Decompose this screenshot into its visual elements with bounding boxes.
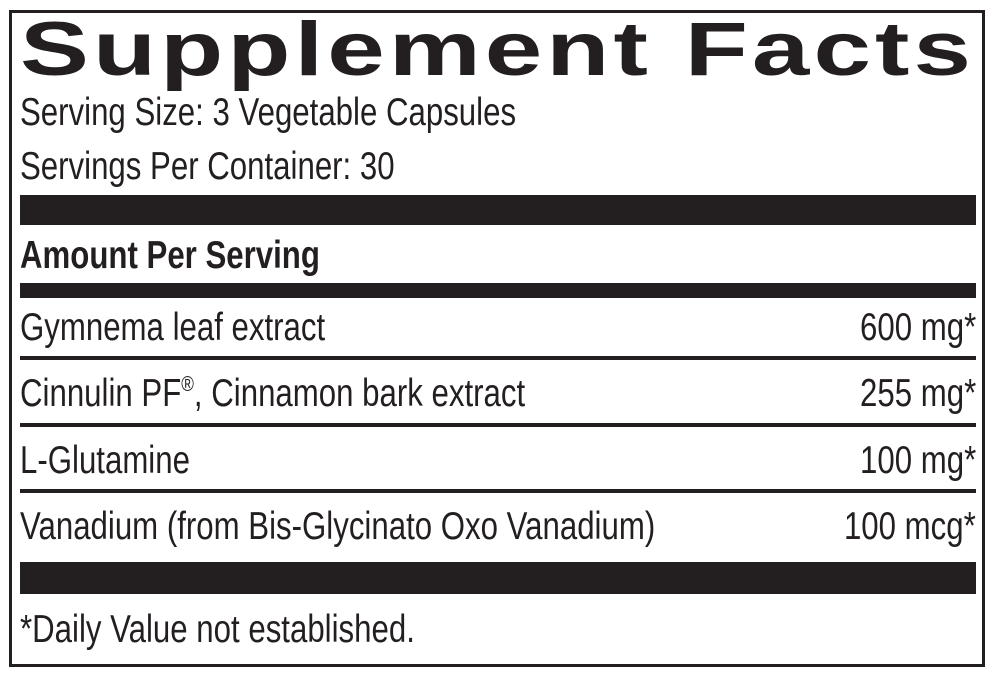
ingredient-name-part: , Cinnamon bark extract — [193, 372, 526, 415]
ingredient-amount: 100 mcg* — [844, 505, 976, 548]
ingredient-name: L-Glutamine — [20, 439, 190, 482]
ingredient-amount: 255 mg* — [859, 372, 976, 415]
thick-divider — [20, 562, 976, 594]
row-divider — [20, 423, 976, 427]
ingredient-name: Cinnulin PF®, Cinnamon bark extract — [20, 372, 526, 415]
ingredient-amount: 100 mg* — [859, 439, 976, 482]
servings-per-container: Servings Per Container: 30 — [20, 145, 395, 188]
ingredient-amount: 600 mg* — [859, 306, 976, 349]
serving-size: Serving Size: 3 Vegetable Capsules — [20, 91, 517, 134]
row-divider — [20, 356, 976, 360]
row-divider — [20, 489, 976, 493]
ingredient-name-part: Cinnulin PF — [20, 372, 182, 415]
medium-divider — [20, 283, 976, 298]
label-title: Supplement Facts — [20, 7, 975, 92]
ingredient-name: Gymnema leaf extract — [20, 306, 326, 349]
ingredient-name: Vanadium (from Bis-Glycinato Oxo Vanadiu… — [20, 505, 656, 548]
amount-per-serving-header: Amount Per Serving — [20, 234, 320, 277]
registered-mark: ® — [181, 372, 194, 396]
thick-divider — [20, 195, 976, 225]
footnote: *Daily Value not established. — [20, 608, 415, 651]
label-border — [9, 10, 985, 667]
